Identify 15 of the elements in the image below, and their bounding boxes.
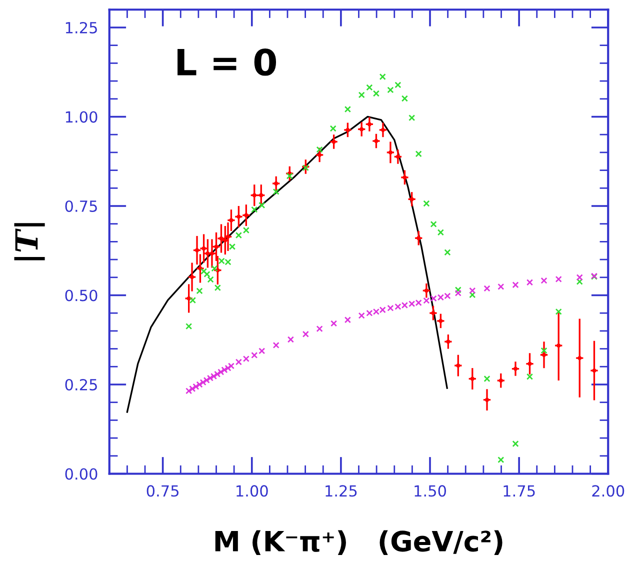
- x-tick-label: 1.25: [326, 485, 357, 497]
- x-tick-label: 0.75: [146, 485, 178, 497]
- y-tick-label: 0.50: [65, 290, 98, 302]
- x-tick-label: 2.00: [592, 485, 624, 497]
- x-tick-label: 1.50: [414, 485, 446, 497]
- y-tick-label: 1.00: [66, 111, 98, 123]
- x-tick-label: 1.75: [504, 485, 535, 497]
- y-tick-label: 0.75: [65, 200, 97, 212]
- x-axis-title: M (K⁻π⁺) (GeV/c²): [215, 530, 502, 555]
- y-tick-label: 0.25: [65, 378, 97, 391]
- y-axis-title: |T|: [14, 223, 45, 260]
- y-tick-label: 0.00: [65, 468, 98, 480]
- y-tick-label: 1.25: [66, 22, 97, 34]
- x-tick-label: 1.00: [236, 485, 268, 497]
- annotation: L = 0: [178, 48, 276, 76]
